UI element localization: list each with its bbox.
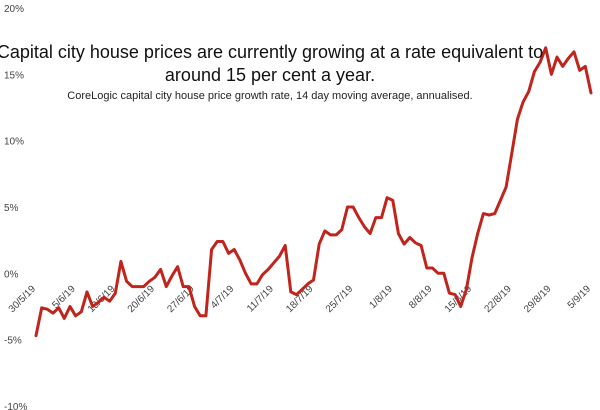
x-tick-label: 20/6/19	[126, 283, 158, 315]
x-tick-label: 25/7/19	[324, 283, 356, 315]
y-tick-label: 0%	[4, 269, 19, 280]
growth-rate-line	[34, 46, 593, 338]
x-tick-label: 4/7/19	[209, 283, 237, 311]
y-tick-label: 10%	[4, 137, 24, 148]
y-tick-label: 5%	[4, 203, 19, 214]
x-axis-ticks: 30/5/19 5/6/19 13/6/19 20/6/19 27/6/19 4/7/19…	[7, 283, 594, 315]
x-tick-label: 5/9/19	[566, 283, 594, 311]
chart-title-line-2: around 15 per cent a year.	[165, 65, 375, 85]
x-tick-label: 1/8/19	[367, 283, 395, 311]
y-tick-label: -10%	[4, 402, 27, 410]
y-axis-ticks: 20% 15% 10% 5% 0% -5% -10%	[4, 4, 27, 410]
x-tick-label: 30/5/19	[7, 283, 39, 315]
y-tick-label: 20%	[4, 4, 24, 15]
chart-title-line-1: Capital city house prices are currently …	[0, 42, 543, 62]
x-tick-label: 22/8/19	[482, 283, 514, 315]
x-tick-label: 29/8/19	[522, 283, 554, 315]
x-tick-label: 8/8/19	[407, 283, 435, 311]
y-tick-label: -5%	[4, 336, 22, 347]
chart-subtitle: CoreLogic capital city house price growt…	[67, 90, 472, 102]
x-tick-label: 11/7/19	[245, 283, 276, 314]
y-tick-label: 15%	[4, 70, 24, 81]
x-tick-label: 5/6/19	[50, 283, 78, 311]
